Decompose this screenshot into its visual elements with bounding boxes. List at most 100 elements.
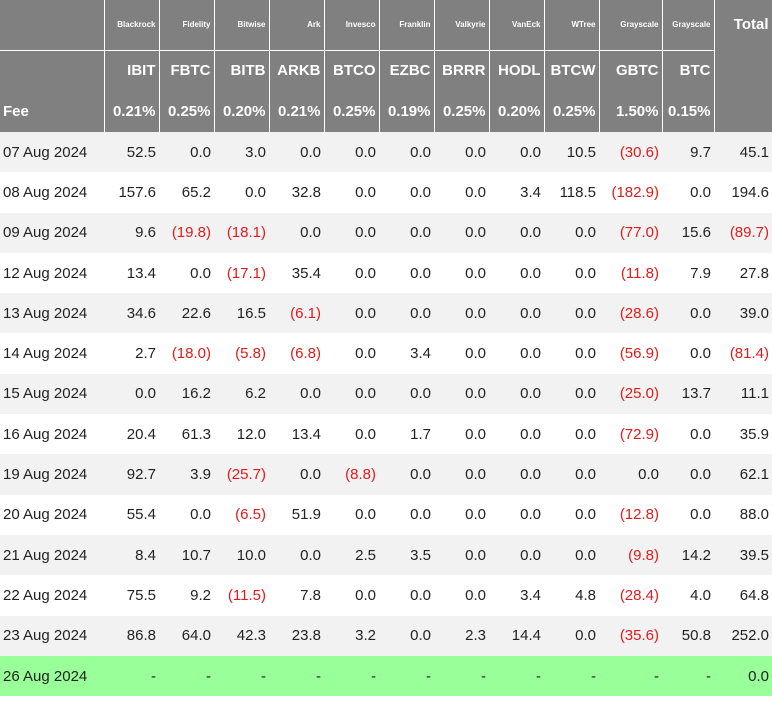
- flow-cell: (56.9): [599, 333, 662, 374]
- flow-cell: (25.0): [599, 373, 662, 415]
- flow-cell: 64.0: [159, 615, 214, 656]
- flow-cell: (11.8): [599, 252, 662, 294]
- flow-cell: 14.4: [489, 615, 544, 656]
- flow-cell: (182.9): [599, 172, 662, 213]
- flow-cell: (18.0): [159, 333, 214, 374]
- fee-label: Fee: [0, 91, 105, 132]
- flow-cell: 0.0: [662, 333, 714, 374]
- flow-cell: 0.0: [544, 212, 599, 253]
- flow-cell: (9.8): [599, 534, 662, 576]
- fee-value: 0.20%: [214, 91, 270, 132]
- flow-cell: 0.0: [324, 293, 379, 334]
- issuer-header: WTree: [544, 0, 600, 50]
- total-cell: 88.0: [714, 494, 772, 535]
- fee-value: 0.19%: [379, 91, 435, 132]
- fee-value: 0.20%: [489, 91, 545, 132]
- flow-cell: 0.0: [544, 615, 599, 656]
- table-row: 09 Aug 2024 9.6 (19.8) (18.1) 0.0 0.0 0.0 0.0 0.…: [0, 212, 772, 253]
- flow-cell: 0.0: [324, 373, 379, 415]
- flow-cell: 0.0: [159, 252, 214, 294]
- flow-cell: 50.8: [662, 615, 714, 656]
- flow-cell: 0.0: [269, 132, 324, 173]
- table-row: 22 Aug 2024 75.5 9.2 (11.5) 7.8 0.0 0.0 0.0 3.4 4…: [0, 575, 772, 616]
- ticker-header: IBIT: [104, 49, 160, 91]
- flow-cell: (18.1): [214, 212, 269, 253]
- flow-cell: 2.5: [324, 534, 379, 576]
- flow-cell: -: [269, 655, 324, 697]
- flow-cell: (28.4): [599, 575, 662, 616]
- flow-cell: 0.0: [159, 132, 214, 173]
- flow-cell: 32.8: [269, 172, 324, 213]
- table-row: 20 Aug 2024 55.4 0.0 (6.5) 51.9 0.0 0.0 0.0 0.0 0…: [0, 494, 772, 535]
- issuer-header: Valkyrie: [434, 0, 490, 50]
- fee-value: 0.25%: [324, 91, 380, 132]
- flow-cell: 3.2: [324, 615, 379, 656]
- flow-cell: 7.9: [662, 252, 714, 294]
- flow-cell: 16.5: [214, 293, 269, 334]
- flow-cell: 0.0: [434, 454, 489, 495]
- date-cell: 16 Aug 2024: [0, 414, 104, 455]
- flow-cell: 0.0: [662, 414, 714, 455]
- flow-cell: 0.0: [434, 373, 489, 415]
- flow-cell: 0.0: [489, 494, 544, 535]
- issuer-header: Blackrock: [104, 0, 160, 50]
- total-cell: 62.1: [714, 454, 772, 495]
- flow-cell: -: [214, 655, 269, 697]
- flow-cell: 86.8: [104, 615, 159, 656]
- flow-cell: 2.7: [104, 333, 159, 374]
- flow-cell: 6.2: [214, 373, 269, 415]
- table-row: 15 Aug 2024 0.0 16.2 6.2 0.0 0.0 0.0 0.0 0.0 0.0(…: [0, 373, 772, 415]
- flow-cell: 16.2: [159, 373, 214, 415]
- issuer-header: Invesco: [324, 0, 380, 50]
- flow-cell: 52.5: [104, 132, 159, 173]
- flow-cell: 0.0: [489, 293, 544, 334]
- issuer-header: Grayscale: [662, 0, 715, 50]
- flow-cell: 0.0: [544, 494, 599, 535]
- flow-cell: 12.0: [214, 414, 269, 455]
- total-cell: (89.7): [714, 212, 772, 253]
- flow-cell: (11.5): [214, 575, 269, 616]
- fee-value: 0.25%: [544, 91, 600, 132]
- date-cell: 07 Aug 2024: [0, 132, 104, 173]
- flow-cell: 9.2: [159, 575, 214, 616]
- fee-value: 0.21%: [104, 91, 160, 132]
- flow-cell: 0.0: [324, 494, 379, 535]
- flow-cell: 51.9: [269, 494, 324, 535]
- flow-cell: -: [379, 655, 434, 697]
- flow-cell: 0.0: [379, 454, 434, 495]
- ticker-header: GBTC: [599, 49, 663, 91]
- flow-cell: 3.4: [489, 172, 544, 213]
- table-row: 08 Aug 2024 157.6 65.2 0.0 32.8 0.0 0.0 0.0 3.4 1…: [0, 172, 772, 213]
- flow-cell: 3.4: [379, 333, 434, 374]
- flow-cell: 0.0: [379, 293, 434, 334]
- flow-cell: (6.1): [269, 293, 324, 334]
- ticker-header: FBTC: [159, 49, 215, 91]
- flow-cell: (12.8): [599, 494, 662, 535]
- fee-value: 0.21%: [269, 91, 325, 132]
- flow-cell: -: [544, 655, 599, 697]
- flow-cell: 35.4: [269, 252, 324, 294]
- flow-cell: 0.0: [434, 575, 489, 616]
- flow-cell: 4.0: [662, 575, 714, 616]
- flow-cell: 0.0: [324, 132, 379, 173]
- issuer-header: Ark: [269, 0, 325, 50]
- flow-cell: 0.0: [662, 293, 714, 334]
- fee-value: 0.25%: [434, 91, 490, 132]
- date-cell: 20 Aug 2024: [0, 494, 104, 535]
- table-row: 19 Aug 2024 92.7 3.9 (25.7) 0.0 (8.8) 0.0 0.0 0.…: [0, 454, 772, 495]
- flow-cell: (25.7): [214, 454, 269, 495]
- flow-cell: 0.0: [214, 172, 269, 213]
- flow-cell: 0.0: [544, 373, 599, 415]
- flow-cell: -: [599, 655, 662, 697]
- total-header: Total: [714, 0, 772, 132]
- flow-cell: 10.7: [159, 534, 214, 576]
- flow-cell: 1.7: [379, 414, 434, 455]
- flow-cell: 0.0: [269, 373, 324, 415]
- flow-cell: 0.0: [104, 373, 159, 415]
- flow-cell: 0.0: [379, 373, 434, 415]
- ticker-header: HODL: [489, 49, 545, 91]
- flow-cell: 0.0: [434, 172, 489, 213]
- flow-cell: 92.7: [104, 454, 159, 495]
- total-cell: 39.5: [714, 534, 772, 576]
- table-row: 13 Aug 2024 34.6 22.6 16.5 (6.1) 0.0 0.0 0.0 0.0…: [0, 293, 772, 334]
